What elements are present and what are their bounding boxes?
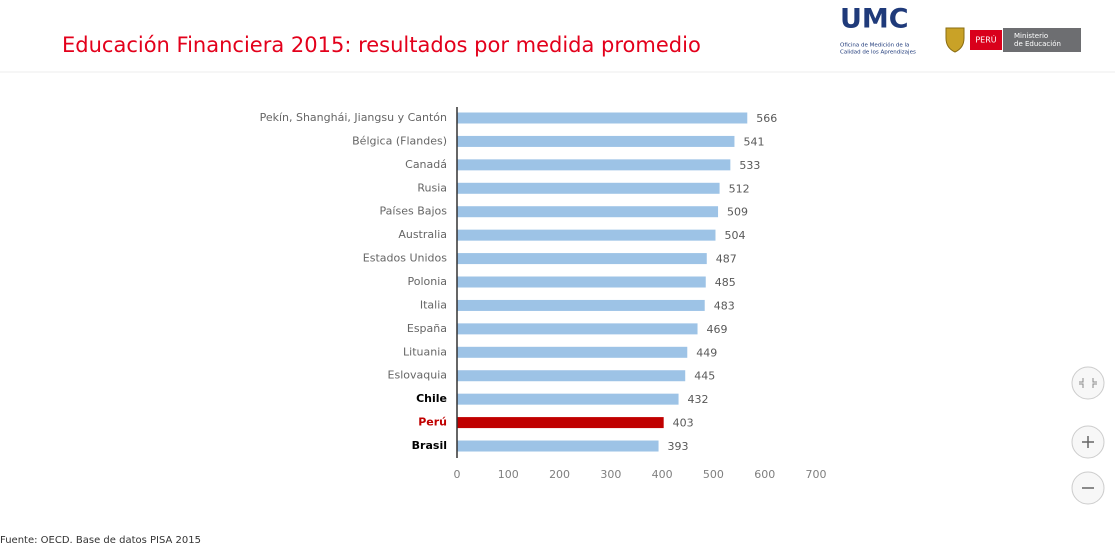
y-tick-label: Rusia	[417, 181, 447, 194]
bar	[457, 135, 735, 147]
y-tick-label: Brasil	[412, 439, 447, 452]
bar	[457, 182, 720, 194]
y-tick-label: Estados Unidos	[363, 252, 447, 265]
y-tick-label: Eslovaquia	[388, 369, 447, 382]
value-label: 512	[729, 182, 750, 195]
y-tick-label: Chile	[416, 392, 447, 405]
x-tick-label: 500	[703, 468, 724, 481]
bar	[457, 370, 686, 382]
value-label: 432	[688, 393, 709, 406]
logo-ministry: Ministerio	[1014, 32, 1048, 40]
bar	[457, 253, 707, 265]
value-label: 469	[707, 323, 728, 336]
x-tick-label: 300	[600, 468, 621, 481]
value-label: 445	[694, 370, 715, 383]
logo-umc-sub: Calidad de los Aprendizajes	[840, 50, 916, 56]
x-tick-label: 0	[454, 468, 461, 481]
y-tick-label: Italia	[420, 298, 447, 311]
y-tick-label: Pekín, Shanghái, Jiangsu y Cantón	[260, 111, 447, 124]
bar	[457, 206, 719, 218]
zoom-in-button[interactable]	[1071, 425, 1105, 459]
logo-umc-sub: Oficina de Medición de la	[840, 42, 909, 49]
slide-title: Educación Financiera 2015: resultados po…	[62, 33, 701, 57]
y-tick-label: Bélgica (Flandes)	[352, 134, 447, 147]
value-label: 541	[743, 135, 764, 148]
value-label: 504	[724, 229, 745, 242]
x-tick-label: 100	[498, 468, 519, 481]
bar	[457, 229, 716, 241]
bar	[457, 276, 706, 288]
value-label: 566	[756, 112, 777, 125]
value-label: 483	[714, 299, 735, 312]
bar	[457, 299, 705, 311]
logo-peru: PERÚ	[975, 34, 996, 45]
logo-umc: UMC	[840, 4, 909, 35]
y-tick-label: Canadá	[405, 158, 447, 171]
x-tick-label: 200	[549, 468, 570, 481]
logo-peru-box	[970, 30, 1002, 50]
bar	[457, 346, 688, 358]
bar	[457, 417, 664, 429]
bar	[457, 159, 731, 171]
y-tick-label: Países Bajos	[380, 205, 448, 218]
value-label: 449	[696, 346, 717, 359]
bar	[457, 323, 698, 335]
bar	[457, 112, 748, 124]
value-label: 403	[673, 417, 694, 430]
y-tick-label: Polonia	[407, 275, 447, 288]
zoom-fit-button[interactable]	[1071, 366, 1105, 400]
value-label: 485	[715, 276, 736, 289]
bar	[457, 440, 659, 452]
shield-icon	[945, 27, 965, 53]
zoom-out-button[interactable]	[1071, 471, 1105, 505]
y-tick-label: Lituania	[403, 345, 447, 358]
y-tick-label: España	[407, 322, 447, 335]
x-tick-label: 600	[754, 468, 775, 481]
value-label: 509	[727, 206, 748, 219]
value-label: 487	[716, 253, 737, 266]
logo-ministry-box	[1003, 28, 1081, 52]
x-tick-label: 400	[652, 468, 673, 481]
value-label: 393	[668, 440, 689, 453]
x-tick-label: 700	[806, 468, 827, 481]
y-tick-label: Australia	[398, 228, 447, 241]
y-tick-label: Perú	[418, 416, 447, 429]
source-note: Fuente: OECD. Base de datos PISA 2015	[0, 535, 201, 545]
bar	[457, 393, 679, 405]
logo-ministry: de Educación	[1014, 40, 1061, 48]
value-label: 533	[739, 159, 760, 172]
